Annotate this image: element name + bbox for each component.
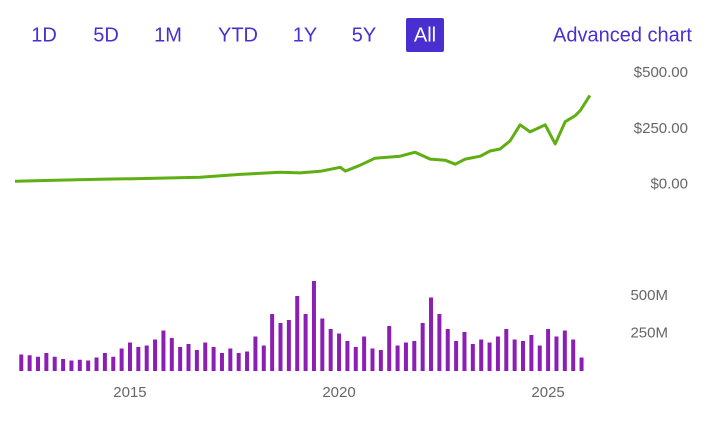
volume-bar	[186, 344, 191, 371]
volume-bar	[153, 339, 158, 371]
x-tick-label: 2020	[322, 384, 355, 401]
y-tick-label: $0.00	[650, 175, 688, 192]
volume-bar	[311, 281, 316, 371]
range-button[interactable]: 1D	[31, 24, 57, 46]
volume-bar	[571, 339, 576, 371]
volume-bar	[144, 345, 149, 371]
x-tick-label: 2025	[531, 384, 564, 401]
volume-bar	[77, 359, 82, 371]
volume-bar	[362, 336, 367, 371]
y-tick-label: $500.00	[634, 64, 688, 81]
volume-bar	[295, 296, 300, 371]
volume-bar	[487, 342, 492, 371]
volume-bar	[529, 335, 534, 371]
volume-bar	[420, 323, 425, 371]
advanced-chart-link[interactable]: Advanced chart	[553, 24, 692, 46]
volume-bar	[554, 336, 559, 371]
volume-bar	[219, 353, 224, 371]
volume-bar	[353, 347, 358, 371]
volume-bar	[278, 323, 283, 371]
volume-bar	[44, 353, 49, 371]
volume-bar	[395, 345, 400, 371]
range-button[interactable]: 1M	[154, 24, 182, 46]
volume-bar	[211, 347, 216, 371]
volume-bar	[236, 353, 241, 371]
range-button[interactable]: 5D	[93, 24, 119, 46]
volume-bar	[462, 332, 467, 371]
y-tick-label: 250M	[630, 324, 668, 341]
volume-bar	[102, 353, 107, 371]
volume-bar	[270, 314, 275, 371]
volume-bar	[370, 348, 375, 371]
volume-bar	[136, 347, 141, 371]
volume-bar	[378, 350, 383, 371]
volume-bar	[86, 360, 91, 371]
volume-bar	[403, 342, 408, 371]
volume-bar	[69, 360, 74, 371]
volume-bar	[470, 344, 475, 371]
price-line	[14, 94, 592, 183]
volume-bar	[412, 341, 417, 371]
volume-bar	[521, 341, 526, 371]
volume-bar	[19, 354, 24, 371]
range-button[interactable]: All	[414, 24, 436, 46]
volume-bar	[579, 357, 584, 371]
volume-bar	[178, 347, 183, 371]
volume-bar	[537, 345, 542, 371]
volume-bar	[429, 297, 434, 371]
x-tick-label: 2015	[113, 384, 146, 401]
range-button[interactable]: YTD	[218, 24, 258, 46]
volume-bar	[194, 350, 199, 371]
range-button[interactable]: 5Y	[352, 24, 376, 46]
volume-bar	[253, 336, 258, 371]
volume-bar	[119, 348, 124, 371]
volume-bar	[61, 359, 66, 371]
volume-bar	[245, 351, 250, 371]
volume-bar	[337, 333, 342, 371]
range-button[interactable]: 1Y	[293, 24, 317, 46]
volume-bar	[161, 330, 166, 371]
y-tick-label: 500M	[630, 287, 668, 304]
volume-bar	[454, 341, 459, 371]
volume-bar	[504, 329, 509, 371]
volume-bar	[546, 329, 551, 371]
range-button-selected-bg[interactable]	[406, 18, 444, 52]
volume-bar	[479, 339, 484, 371]
volume-bar	[169, 338, 174, 371]
volume-bar	[286, 320, 291, 371]
volume-bar	[320, 318, 325, 371]
volume-bar	[512, 339, 517, 371]
volume-bar	[111, 356, 116, 371]
volume-bar	[35, 356, 40, 371]
volume-bar	[228, 348, 233, 371]
volume-bar	[387, 326, 392, 371]
volume-bar	[27, 355, 32, 371]
y-tick-label: $250.00	[634, 120, 688, 137]
volume-bar	[495, 336, 500, 371]
volume-bar	[52, 356, 57, 371]
volume-bar	[445, 329, 450, 371]
volume-bar	[437, 314, 442, 371]
volume-bar	[562, 330, 567, 371]
volume-bar	[203, 342, 208, 371]
volume-bar	[94, 357, 99, 371]
volume-bar	[345, 341, 350, 371]
volume-bar	[303, 314, 308, 371]
volume-bar	[261, 345, 266, 371]
volume-bar	[127, 342, 132, 371]
volume-bar	[328, 329, 333, 371]
